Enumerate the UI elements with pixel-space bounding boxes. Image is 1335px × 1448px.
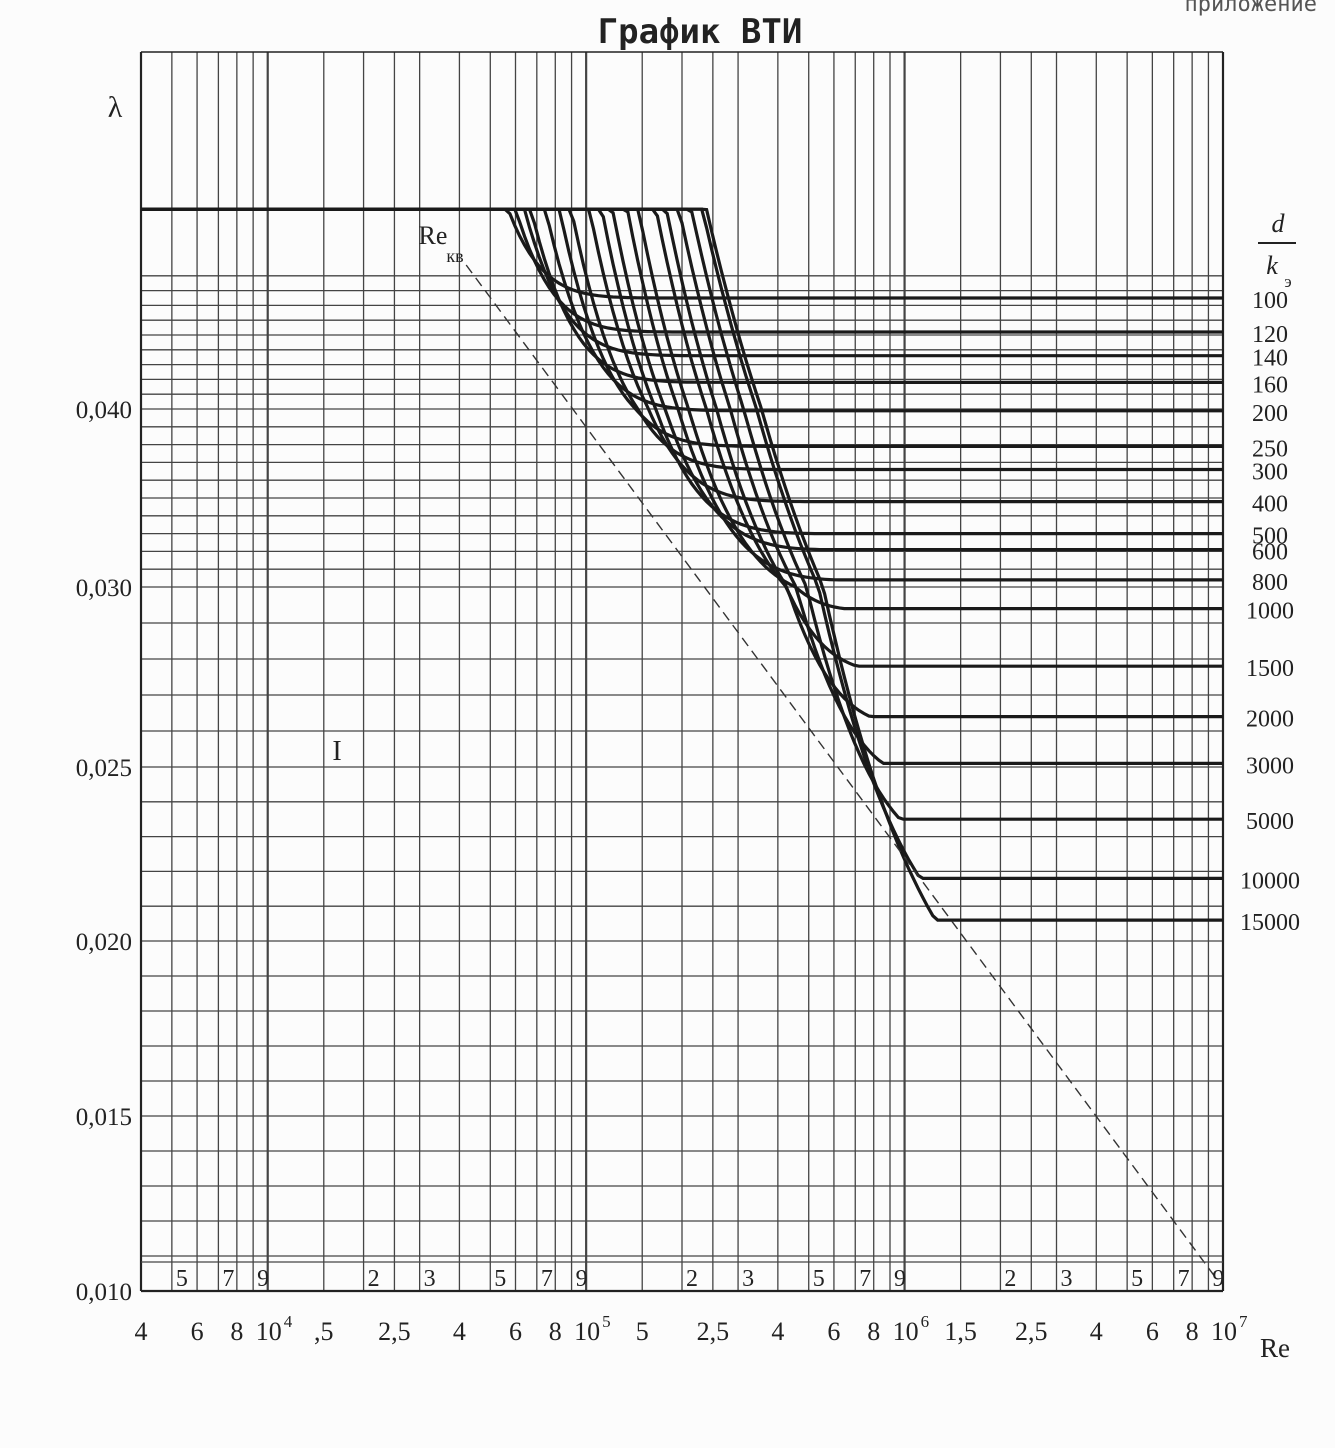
series-label-5000: 5000 [1246,809,1294,835]
x-tick-label: 10 [1211,1317,1237,1346]
series-label-10000: 10000 [1240,868,1300,894]
inner-tick-label: 2 [1004,1266,1016,1292]
inner-tick-label: 9 [576,1266,588,1292]
x-tick-label: 6 [827,1317,840,1346]
x-tick-label: 6 [1146,1317,1159,1346]
series-label-160: 160 [1252,372,1288,398]
series-label-400: 400 [1252,492,1288,518]
inner-tick-label: 7 [1178,1266,1190,1292]
series-label-300: 300 [1252,460,1288,486]
inner-tick-label: 5 [1131,1266,1143,1292]
x-tick-label: 2,5 [697,1317,730,1346]
series-label-120: 120 [1252,322,1288,348]
series-label-3000: 3000 [1246,753,1294,779]
inner-tick-label: 7 [222,1266,234,1292]
series-label-15000: 15000 [1240,910,1300,936]
x-tick-label: 10 [256,1317,282,1346]
y-tick-label: 0,040 [76,397,132,424]
x-tick-label: 8 [867,1317,880,1346]
grid [141,52,1223,1291]
inner-tick-label: 5 [176,1266,188,1292]
x-tick-label: 4 [135,1317,148,1346]
series-label-600: 600 [1252,540,1288,566]
x-axis-label: Re [1260,1333,1290,1363]
series-label-500: 500 [1252,524,1288,550]
inner-tick-label: 7 [859,1266,871,1292]
inner-tick-label: 5 [813,1266,825,1292]
series-label-2000: 2000 [1246,707,1294,733]
right-axis-numerator: d [1272,209,1286,238]
inner-tick-label: 9 [1212,1266,1224,1292]
label-re-kv: Re [419,221,448,250]
x-tick-sup: 7 [1239,1312,1248,1331]
x-tick-label: 10 [893,1317,919,1346]
series-label-250: 250 [1252,436,1288,462]
inner-tick-label: 9 [257,1266,269,1292]
inner-tick-label: 3 [1061,1266,1073,1292]
inner-tick-label: 9 [894,1266,906,1292]
curve-re-kv [465,264,1218,1281]
right-axis-denominator-sub: э [1284,272,1291,291]
x-tick-label: 2,5 [1015,1317,1048,1346]
x-tick-label: ,5 [314,1317,334,1346]
series-label-140: 140 [1252,346,1288,372]
x-tick-label: 8 [230,1317,243,1346]
y-axis-label: λ [108,91,123,124]
right-axis-denominator: k [1266,251,1278,280]
x-tick-label: 4 [771,1317,784,1346]
y-tick-label: 0,010 [76,1279,132,1306]
x-tick-label: 4 [1090,1317,1103,1346]
inner-tick-label: 2 [686,1266,698,1292]
x-tick-label: 8 [549,1317,562,1346]
x-tick-label: 10 [574,1317,600,1346]
x-tick-label: 6 [191,1317,204,1346]
corner-label: приложение [1184,0,1317,17]
inner-tick-label: 3 [742,1266,754,1292]
x-tick-label: 1,5 [944,1317,977,1346]
series-label-1500: 1500 [1246,656,1294,682]
series-label-200: 200 [1252,401,1288,427]
inner-tick-label: 3 [424,1266,436,1292]
label-curve-I: I [332,736,341,767]
y-tick-label: 0,030 [76,575,132,602]
x-tick-sup: 6 [921,1312,930,1331]
x-tick-label: 6 [509,1317,522,1346]
x-tick-label: 5 [636,1317,649,1346]
y-tick-label: 0,025 [76,755,132,782]
y-tick-label: 0,020 [76,929,132,956]
series-label-1000: 1000 [1246,599,1294,625]
inner-tick-label: 2 [368,1266,380,1292]
series-label-800: 800 [1252,570,1288,596]
inner-tick-label: 5 [494,1266,506,1292]
inner-tick-label: 7 [541,1266,553,1292]
y-tick-label: 0,015 [76,1104,132,1131]
x-tick-sup: 5 [602,1312,611,1331]
x-tick-label: 4 [453,1317,466,1346]
chart-title: График ВТИ [598,12,803,52]
x-tick-sup: 4 [284,1312,293,1331]
series-label-100: 100 [1252,288,1288,314]
x-tick-label: 2,5 [378,1317,411,1346]
x-tick-label: 8 [1186,1317,1199,1346]
label-re-kv-sub: кв [446,246,463,266]
